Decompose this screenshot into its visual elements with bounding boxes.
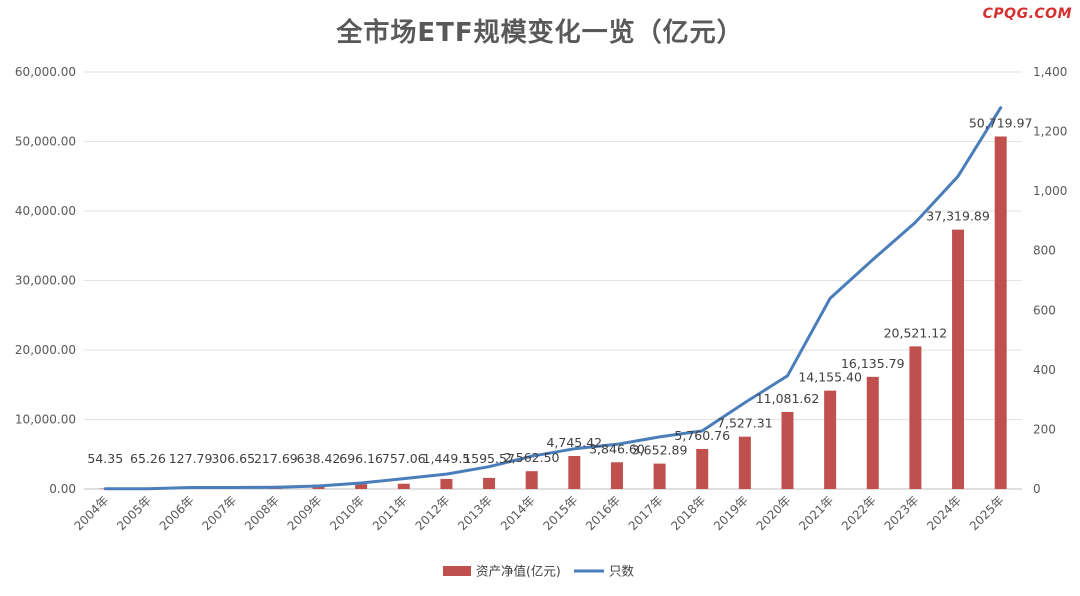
data-label-2018年: 5,760.76 — [674, 428, 730, 443]
data-label-2015年: 4,745.42 — [546, 435, 602, 450]
x-tick-label: 2022年 — [839, 493, 879, 533]
chart-title: 全市场ETF规模变化一览（亿元） — [336, 18, 744, 48]
bar-2015年 — [568, 456, 581, 489]
data-label-2017年: 3,652.89 — [632, 443, 688, 458]
data-label-2004年: 54.35 — [87, 451, 123, 466]
x-tick-label: 2020年 — [754, 493, 794, 533]
right-tick-label: 200 — [1033, 422, 1056, 436]
x-tick-label: 2013年 — [455, 493, 495, 533]
bar-data-labels: 54.35 65.26 127.79306.65217.69638.42696.16… — [87, 115, 1032, 466]
bar-2017年 — [653, 463, 666, 489]
x-tick-label: 2012年 — [413, 493, 453, 533]
x-axis: 2004年 2005年 2006年 2007年 2008年 2009年 2010年 2011年… — [71, 493, 1006, 533]
x-tick-label: 2011年 — [370, 493, 410, 533]
x-tick-label: 2004年 — [71, 493, 111, 533]
bar-2019年 — [738, 436, 751, 489]
x-tick-label: 2005年 — [114, 493, 154, 533]
data-label-2010年: 696.16 — [339, 451, 383, 466]
legend-bar-label: 资产净值(亿元) — [476, 564, 561, 579]
x-tick-label: 2014年 — [498, 493, 538, 533]
data-label-2014年: 2,562.50 — [504, 450, 560, 465]
x-tick-label: 2015年 — [540, 493, 580, 533]
x-tick-label: 2016年 — [583, 493, 623, 533]
legend-line-label: 只数 — [609, 564, 635, 579]
bar-2024年 — [952, 229, 965, 489]
bar-series-net-assets — [99, 136, 1007, 489]
legend: 资产净值(亿元) 只数 — [443, 564, 635, 579]
bar-2010年 — [355, 484, 368, 489]
right-tick-label: 1,400 — [1033, 65, 1067, 79]
x-tick-label: 2008年 — [242, 493, 282, 533]
bar-2021年 — [824, 390, 837, 489]
data-label-2009年: 638.42 — [297, 451, 341, 466]
data-label-2023年: 20,521.12 — [884, 325, 948, 340]
data-label-2022年: 16,135.79 — [841, 356, 905, 371]
x-tick-label: 2025年 — [967, 493, 1007, 533]
data-label-2019年: 7,527.31 — [717, 416, 773, 431]
right-tick-label: 1,000 — [1033, 184, 1067, 198]
x-tick-label: 2024年 — [924, 493, 964, 533]
bar-2023年 — [909, 346, 922, 489]
left-tick-label: 20,000.00 — [15, 343, 76, 357]
bar-2016年 — [610, 462, 623, 489]
x-tick-label: 2006年 — [157, 493, 197, 533]
left-tick-label: 50,000.00 — [15, 135, 76, 149]
left-tick-label: 0.00 — [49, 482, 76, 496]
data-label-2013年: 1595.57 — [463, 451, 515, 466]
data-label-2006年: 127.79 — [169, 451, 213, 466]
bar-2012年 — [440, 478, 453, 489]
line-series-count — [103, 106, 1003, 491]
right-tick-label: 800 — [1033, 244, 1056, 258]
right-tick-label: 600 — [1033, 303, 1056, 317]
bar-2013年 — [483, 477, 496, 489]
data-label-2011年: 757.06 — [382, 451, 426, 466]
x-tick-label: 2023年 — [882, 493, 922, 533]
bar-2020年 — [781, 411, 794, 489]
data-label-2007年: 306.65 — [211, 451, 255, 466]
bar-2022年 — [866, 376, 879, 489]
legend-bar-swatch — [443, 566, 471, 576]
data-label-2005年: 65.26 — [130, 451, 166, 466]
bar-2018年 — [696, 448, 709, 489]
left-axis: 0.00 10,000.00 20,000.00 30,000.00 40,000.00… — [15, 65, 76, 496]
x-tick-label: 2018年 — [668, 493, 708, 533]
right-axis: 0 200 400 600 800 1,000 1,200 1,400 — [1033, 65, 1067, 496]
data-label-2008年: 217.69 — [254, 451, 298, 466]
left-tick-label: 10,000.00 — [15, 413, 76, 427]
x-tick-label: 2021年 — [796, 493, 836, 533]
left-tick-label: 30,000.00 — [15, 274, 76, 288]
left-tick-label: 60,000.00 — [15, 65, 76, 79]
gridlines — [84, 71, 1022, 490]
x-tick-label: 2019年 — [711, 493, 751, 533]
data-label-2020年: 11,081.62 — [756, 391, 820, 406]
right-tick-label: 1,200 — [1033, 125, 1067, 139]
bar-2014年 — [525, 471, 538, 489]
bar-2025年 — [994, 136, 1007, 489]
x-tick-label: 2010年 — [327, 493, 367, 533]
left-tick-label: 40,000.00 — [15, 204, 76, 218]
data-label-2025年: 50,719.97 — [969, 115, 1033, 130]
bar-2011年 — [397, 483, 410, 489]
right-tick-label: 400 — [1033, 363, 1056, 377]
right-tick-label: 0 — [1033, 482, 1041, 496]
watermark: CPQG.COM — [982, 6, 1072, 22]
data-label-2016年: 3,846.60 — [589, 441, 645, 456]
count-line — [103, 106, 1003, 491]
data-label-2012年: 1,449.5 — [423, 451, 471, 466]
x-tick-label: 2007年 — [199, 493, 239, 533]
data-label-2024年: 37,319.89 — [926, 209, 990, 224]
data-label-2021年: 14,155.40 — [798, 370, 862, 385]
x-tick-label: 2017年 — [626, 493, 666, 533]
x-tick-label: 2009年 — [285, 493, 325, 533]
